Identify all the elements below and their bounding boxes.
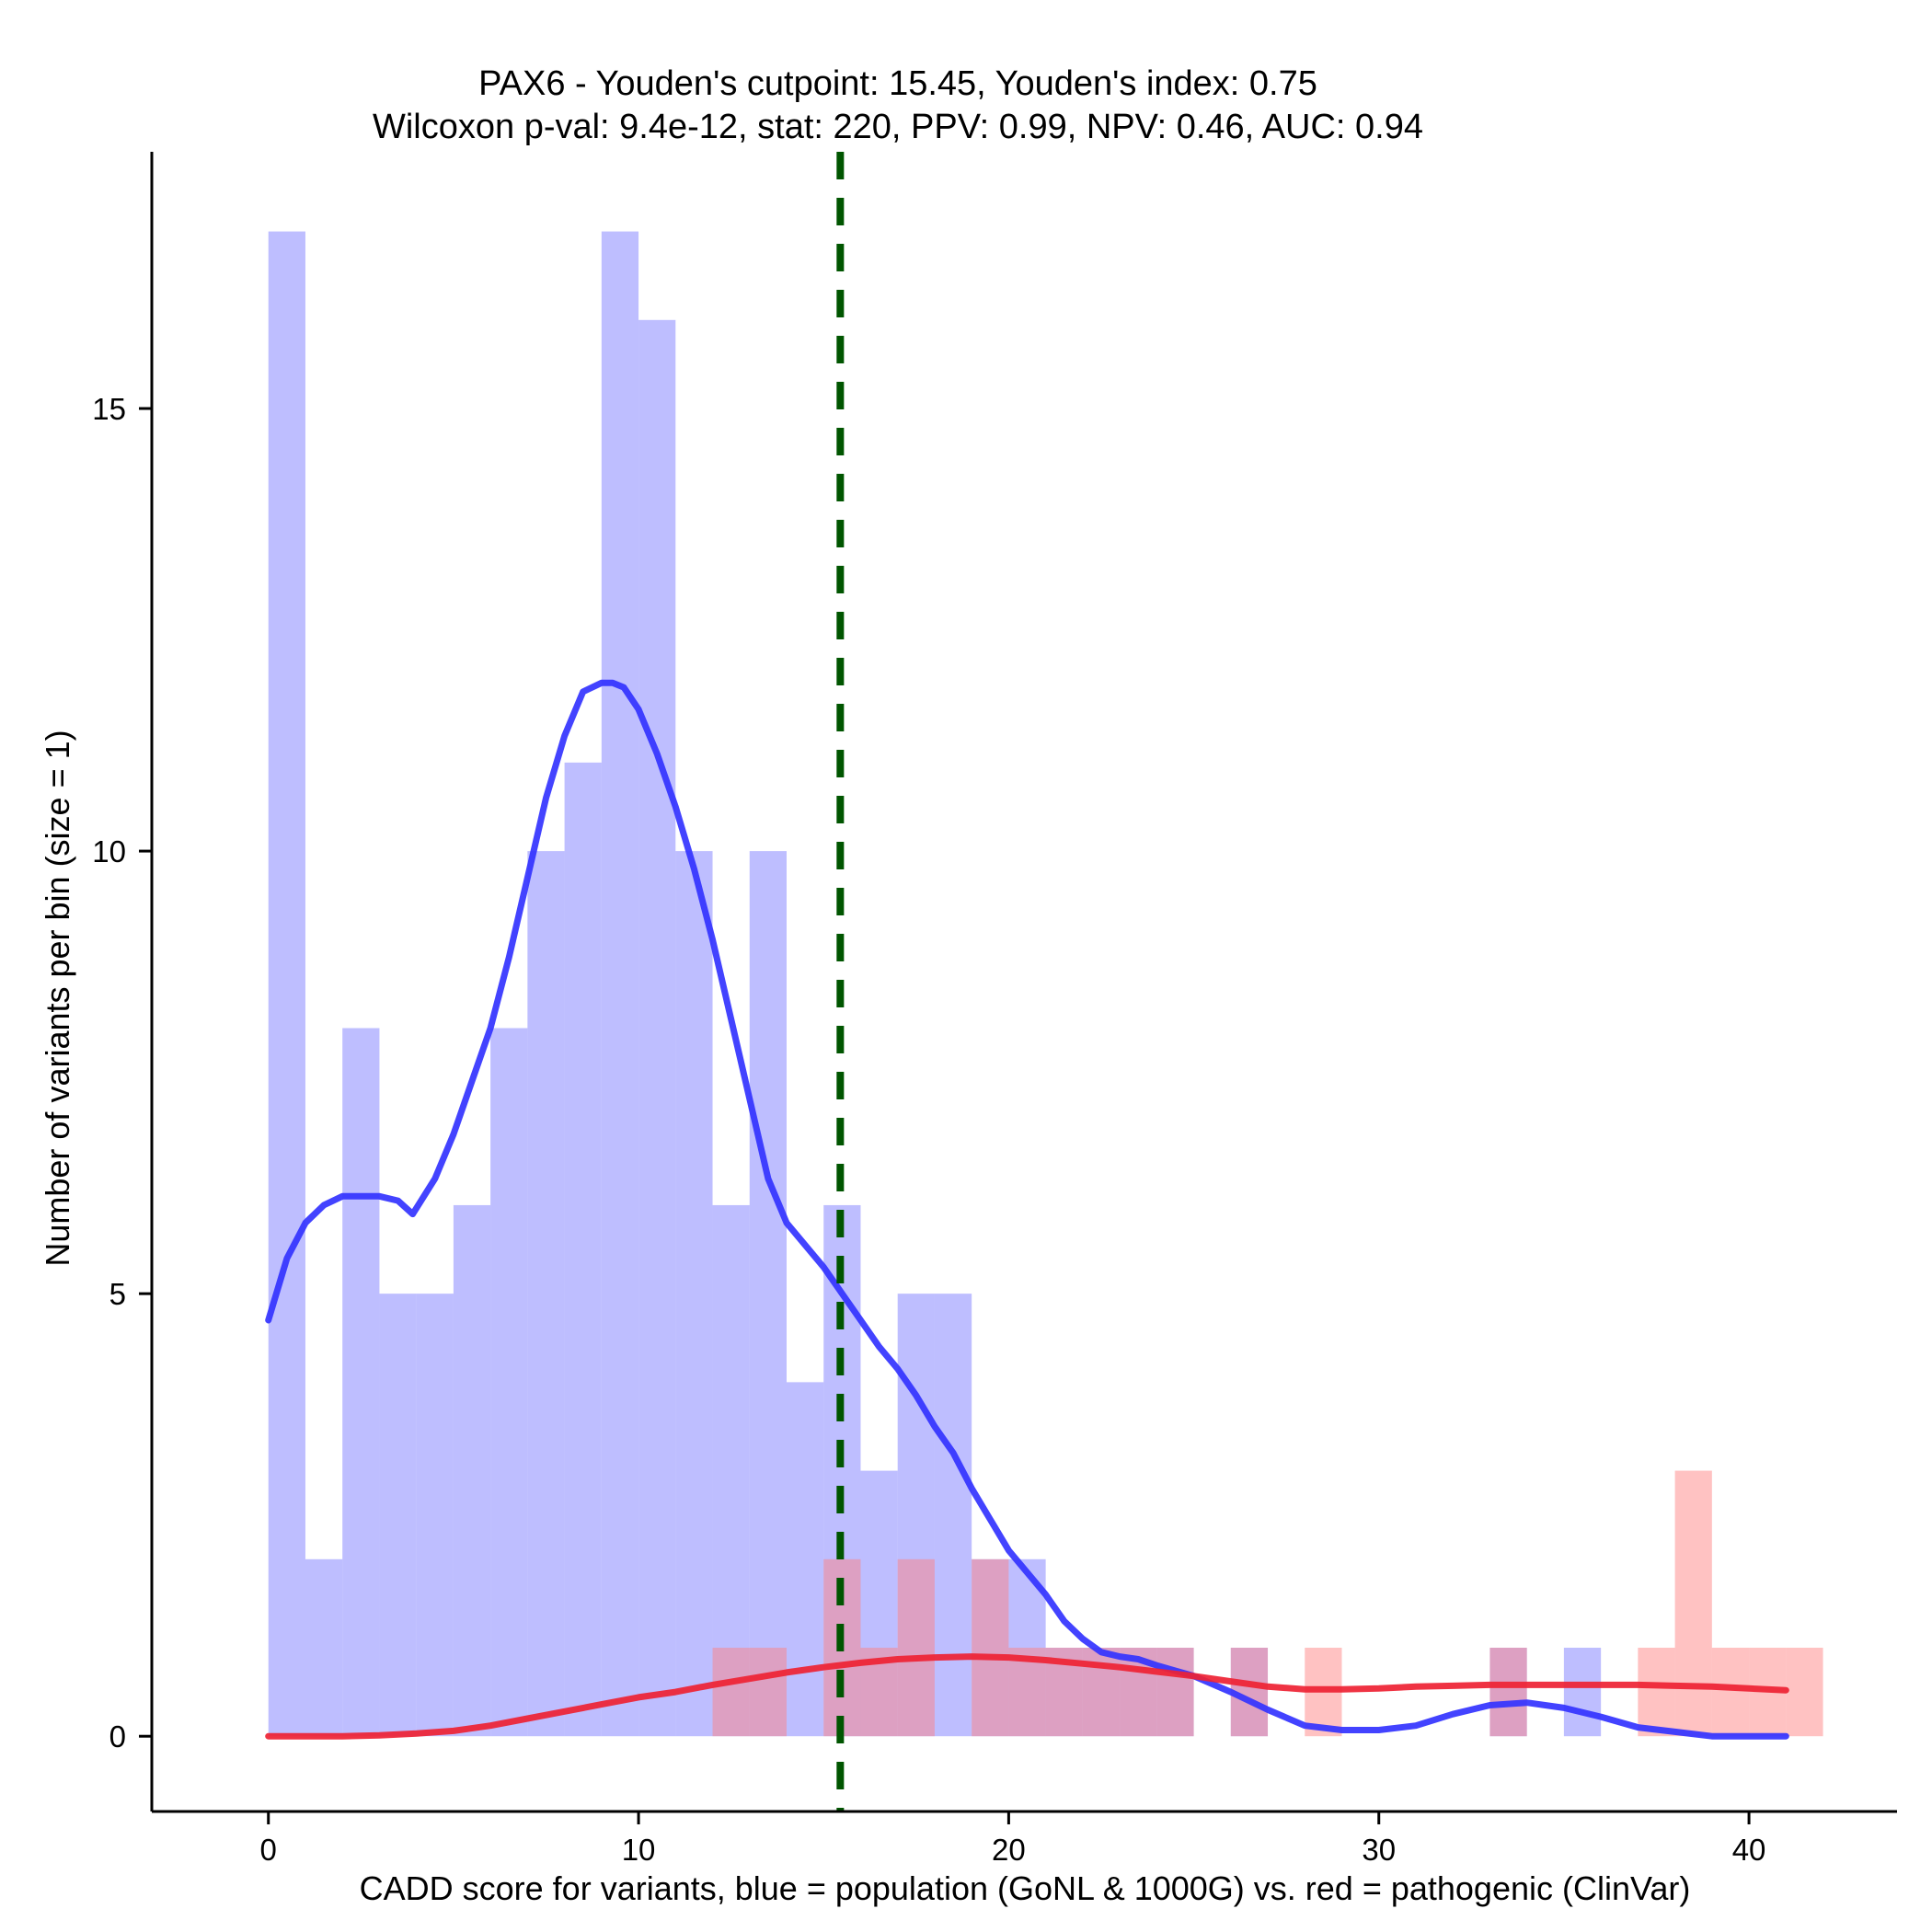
pathogenic-bar [1156, 1648, 1194, 1737]
population-bar [416, 1294, 454, 1737]
population-bar [638, 319, 676, 1737]
x-axis-label: CADD score for variants, blue = populati… [360, 1869, 1691, 1907]
population-bar [897, 1294, 935, 1737]
pathogenic-bar [1786, 1648, 1823, 1737]
y-tick-label: 15 [92, 392, 126, 426]
population-bar [1489, 1648, 1527, 1737]
population-bar [342, 1028, 380, 1737]
pathogenic-bar [749, 1648, 788, 1737]
density-curves [265, 679, 1789, 1740]
population-bar [490, 1028, 528, 1737]
population-bar [1156, 1648, 1194, 1737]
pathogenic-density-curve [265, 1653, 1789, 1740]
y-tick-label: 5 [109, 1277, 126, 1311]
chart-title: PAX6 - Youden's cutpoint: 15.45, Youden'… [478, 64, 1317, 103]
population-bar [1563, 1648, 1602, 1737]
pathogenic-bar [972, 1558, 1009, 1737]
population-bar [564, 762, 602, 1737]
population-bars [268, 231, 1602, 1737]
population-bar [712, 1204, 750, 1737]
pathogenic-bar [1711, 1648, 1750, 1737]
population-bar [749, 851, 788, 1737]
y-tick-label: 0 [109, 1719, 126, 1754]
x-tick-label: 40 [1732, 1833, 1766, 1867]
pathogenic-bar [1638, 1648, 1675, 1737]
population-bar [601, 231, 639, 1737]
pathogenic-bar [1674, 1470, 1712, 1737]
population-bar [268, 231, 305, 1737]
x-tick-label: 30 [1362, 1833, 1396, 1867]
x-tick-label: 0 [260, 1833, 277, 1867]
chart-subtitle: Wilcoxon p-val: 9.4e-12, stat: 220, PPV:… [373, 108, 1423, 146]
y-tick-label: 10 [92, 834, 126, 868]
pathogenic-bar [897, 1558, 935, 1737]
population-bar [305, 1558, 343, 1737]
population-bar [934, 1294, 972, 1737]
population-bar [379, 1294, 417, 1737]
population-bar [972, 1558, 1009, 1737]
x-tick-label: 20 [992, 1833, 1026, 1867]
population-bar [453, 1204, 491, 1737]
population-bar [527, 851, 565, 1737]
y-axis-label: Number of variants per bin (size = 1) [39, 730, 76, 1266]
population-bar [675, 851, 713, 1737]
pathogenic-bar [712, 1648, 750, 1737]
population-density-curve [265, 679, 1789, 1740]
population-bar [860, 1470, 898, 1737]
axes: 0 10 20 30 40 0 5 10 15 [92, 152, 1897, 1867]
pathogenic-bar [1489, 1648, 1527, 1737]
x-tick-label: 10 [622, 1833, 656, 1867]
population-bar [787, 1382, 824, 1737]
